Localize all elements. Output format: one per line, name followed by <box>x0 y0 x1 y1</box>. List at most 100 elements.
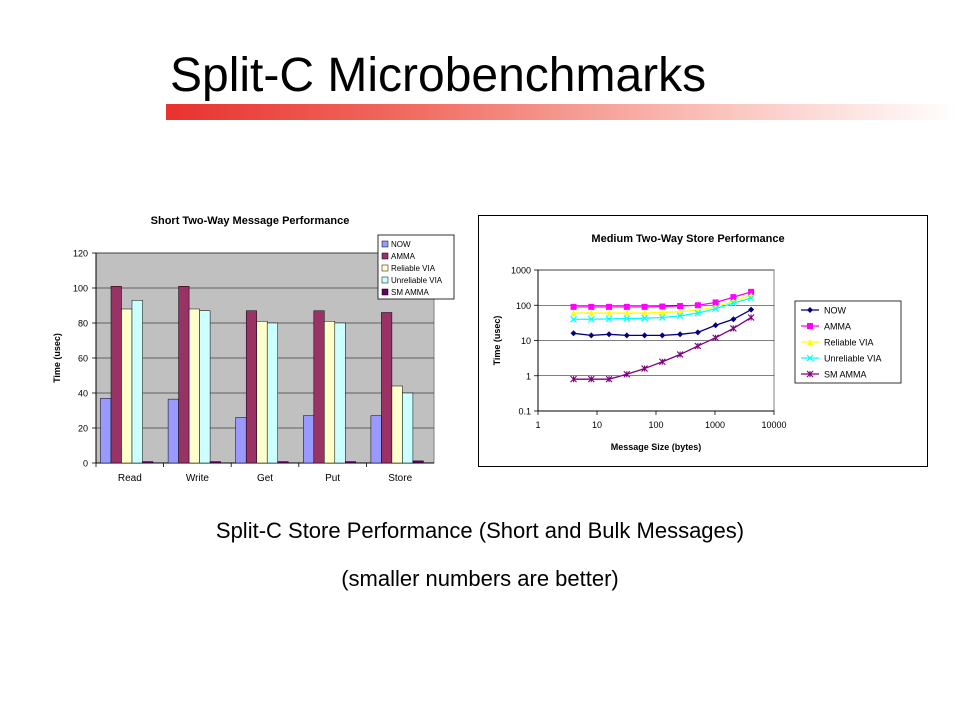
chart1-bar-unreliable-via <box>199 310 211 464</box>
chart1-bar-reliable-via <box>324 321 336 464</box>
chart2-point-unreliable-via <box>676 312 684 320</box>
chart2-ytick-label: 10 <box>521 336 531 346</box>
chart2-legend-marker <box>806 354 814 362</box>
chart1-xtick-label: Read <box>118 473 142 484</box>
chart1-bar-unreliable-via <box>266 322 278 464</box>
chart1-bar-amma <box>381 312 393 464</box>
chart1-bar-reliable-via <box>188 308 200 464</box>
chart2-xlabel: Message Size (bytes) <box>611 442 702 452</box>
chart2-point-amma <box>712 299 719 306</box>
chart1-title: Short Two-Way Message Performance <box>151 215 350 227</box>
chart2-point-unreliable-via <box>747 294 755 302</box>
chart2-point-amma <box>623 303 630 310</box>
chart1-bar-now <box>100 398 112 464</box>
chart2-point-now <box>641 332 648 339</box>
chart2-point-amma <box>570 303 577 310</box>
chart2-point-amma <box>748 288 755 295</box>
chart2-point-unreliable-via <box>712 305 720 313</box>
chart2-point-amma <box>659 303 666 310</box>
chart1-legend-label: Reliable VIA <box>391 264 436 273</box>
chart2-xtick-label: 10000 <box>761 420 786 430</box>
chart1-bar-reliable-via <box>121 308 133 464</box>
chart2-point-unreliable-via <box>729 299 737 307</box>
chart2-point-amma <box>730 294 737 301</box>
chart2-xtick-label: 10 <box>592 420 602 430</box>
chart2-xtick-label: 100 <box>648 420 663 430</box>
chart2-legend-label: NOW <box>824 306 847 316</box>
chart2-point-now <box>712 322 719 329</box>
chart2-point-now <box>694 329 701 336</box>
chart2-legend-marker <box>807 339 813 345</box>
chart1-ytick-label: 120 <box>73 249 88 259</box>
chart2-point-amma <box>588 303 595 310</box>
chart2-point-unreliable-via <box>694 309 702 317</box>
chart2-xtick-label: 1000 <box>705 420 725 430</box>
chart1-legend-swatch <box>381 276 389 284</box>
chart2-point-unreliable-via <box>587 315 595 323</box>
chart2-ytick-label: 0.1 <box>518 407 531 417</box>
chart2-point-now <box>659 332 666 339</box>
chart1-bar-reliable-via <box>391 385 403 464</box>
chart2-point-amma <box>694 302 701 309</box>
chart2-point-now <box>748 306 755 313</box>
chart1-ytick-label: 100 <box>73 284 88 294</box>
chart1-legend-label: AMMA <box>391 252 416 261</box>
chart2-legend-marker <box>807 307 813 313</box>
chart2-point-unreliable-via <box>623 315 631 322</box>
chart1-ytick-label: 20 <box>78 424 88 434</box>
chart1-bar-amma <box>178 286 190 464</box>
chart2-legend-label: Unreliable VIA <box>824 354 882 364</box>
chart1-bar-sm-amma <box>209 461 221 464</box>
chart1-xtick-label: Write <box>186 473 210 484</box>
chart1-bar-sm-amma <box>277 461 289 464</box>
chart1-ytick-label: 60 <box>78 354 88 364</box>
caption-main: Split-C Store Performance (Short and Bul… <box>215 518 745 543</box>
chart2-point-sm-amma <box>570 375 577 383</box>
chart2-ytick-label: 1000 <box>511 266 531 276</box>
chart2-point-sm-amma <box>658 358 666 366</box>
chart1-bar-sm-amma <box>142 461 154 464</box>
chart2-xtick-label: 1 <box>535 420 540 430</box>
chart1-ytick-label: 80 <box>78 319 88 329</box>
chart1-xtick-label: Store <box>388 473 412 484</box>
chart2-point-unreliable-via <box>641 314 648 322</box>
chart2-point-reliable-via <box>641 310 648 317</box>
chart1-bar-amma <box>110 286 122 464</box>
chart1-xtick-label: Put <box>325 473 340 484</box>
chart1-bar-amma <box>245 310 257 464</box>
chart1-ytick-label: 40 <box>78 389 88 399</box>
chart2-ytick-label: 1 <box>526 371 531 381</box>
chart2-point-reliable-via <box>570 310 577 317</box>
chart2-point-sm-amma <box>587 375 595 383</box>
chart2-legend-label: AMMA <box>824 322 851 332</box>
chart2-legend-label: Reliable VIA <box>824 338 874 348</box>
slide-title: Split-C Microbenchmarks <box>170 49 707 102</box>
chart2-point-amma <box>641 303 648 310</box>
chart2-point-now <box>570 330 577 337</box>
chart2-point-sm-amma <box>623 370 631 378</box>
chart2-ytick-label: 100 <box>516 301 531 311</box>
chart1-legend-label: NOW <box>391 240 411 249</box>
chart2-point-unreliable-via <box>605 315 613 323</box>
chart1-legend-swatch <box>381 252 389 260</box>
title-accent-bar <box>166 104 958 120</box>
chart2-point-now <box>623 332 630 339</box>
chart2-point-sm-amma <box>676 351 684 358</box>
chart2-point-amma <box>677 303 684 310</box>
chart1-bar-reliable-via <box>256 321 268 464</box>
chart1-legend-swatch <box>381 240 389 248</box>
chart2-point-now <box>588 332 595 339</box>
chart2-point-sm-amma <box>729 325 737 332</box>
chart2-point-reliable-via <box>606 310 613 317</box>
chart1-bar-now <box>370 415 382 464</box>
chart1-legend <box>377 234 455 300</box>
chart1-legend-label: Unreliable VIA <box>391 276 443 285</box>
chart2-point-reliable-via <box>659 309 666 316</box>
chart2-point-reliable-via <box>677 308 684 315</box>
chart1-bar-unreliable-via <box>131 300 143 464</box>
chart1-bar-unreliable-via <box>402 392 414 464</box>
chart1-ylabel: Time (usec) <box>52 333 62 383</box>
chart2-legend-marker <box>806 370 814 378</box>
chart2-point-amma <box>606 303 613 310</box>
short-message-bar-chart: Short Two-Way Message Performance 0 20 40 60… <box>52 215 455 484</box>
